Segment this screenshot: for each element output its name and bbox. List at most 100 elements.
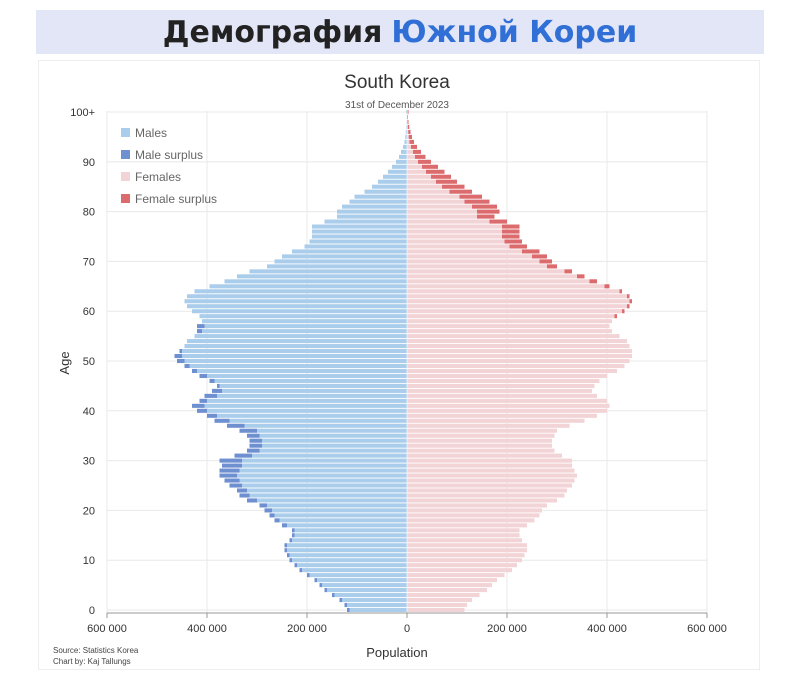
bar-females xyxy=(407,468,575,473)
bar-female-surplus xyxy=(407,119,409,125)
bar-male-surplus xyxy=(239,493,250,498)
bar-males xyxy=(217,393,407,398)
bar-females xyxy=(407,598,472,603)
bar-male-surplus xyxy=(292,528,295,533)
legend-swatch xyxy=(121,172,130,181)
bar-males xyxy=(406,109,407,115)
bar-female-surplus xyxy=(407,114,408,120)
bar-females xyxy=(407,543,527,548)
bar-male-surplus xyxy=(219,473,237,478)
bar-female-surplus xyxy=(422,164,438,169)
bar-female-surplus xyxy=(477,214,495,219)
bar-female-surplus xyxy=(459,194,482,199)
bar-males xyxy=(247,488,407,493)
bar-females xyxy=(407,413,597,418)
bar-male-surplus xyxy=(247,433,260,438)
bar-females xyxy=(407,463,572,468)
y-tick-label: 100+ xyxy=(70,107,95,119)
bar-females xyxy=(407,324,610,329)
bar-males xyxy=(287,543,407,548)
bar-females xyxy=(407,583,492,588)
legend-label: Male surplus xyxy=(135,148,203,162)
bar-males xyxy=(304,244,407,249)
bar-males xyxy=(349,199,407,204)
bar-females xyxy=(407,139,410,144)
bar-females xyxy=(407,607,465,613)
legend-swatch xyxy=(121,194,130,203)
bar-males xyxy=(199,314,407,319)
bar-females xyxy=(407,443,552,448)
bar-females xyxy=(407,578,497,583)
bar-male-surplus xyxy=(289,558,292,563)
bar-females xyxy=(407,508,542,513)
bar-females xyxy=(407,209,477,214)
bar-males xyxy=(392,164,407,169)
bar-males xyxy=(249,493,407,498)
bar-males xyxy=(239,468,407,473)
bar-female-surplus xyxy=(415,154,426,159)
bar-males xyxy=(182,353,407,359)
bar-male-surplus xyxy=(284,543,287,548)
bar-males xyxy=(322,583,407,588)
bar-males xyxy=(302,568,407,573)
bar-female-surplus xyxy=(577,274,585,279)
bar-females xyxy=(407,179,436,184)
bar-male-surplus xyxy=(339,598,342,603)
bar-males xyxy=(219,383,407,388)
bar-female-surplus xyxy=(589,279,597,284)
bar-males xyxy=(202,329,407,334)
bar-females xyxy=(407,134,409,139)
bar-males xyxy=(257,428,407,433)
bar-females xyxy=(407,538,522,543)
bar-males xyxy=(239,478,407,483)
bar-females xyxy=(407,568,512,573)
bar-males xyxy=(334,593,407,598)
bar-females xyxy=(407,199,465,204)
bar-females xyxy=(407,473,577,478)
bar-females xyxy=(407,593,480,598)
bar-females xyxy=(407,423,570,428)
bar-males xyxy=(364,189,407,194)
bar-male-surplus xyxy=(177,358,185,364)
bar-males xyxy=(182,349,407,354)
bar-male-surplus xyxy=(227,423,245,428)
bar-females xyxy=(407,229,502,234)
bar-female-surplus xyxy=(408,129,411,134)
bar-female-surplus xyxy=(614,314,617,319)
bar-males xyxy=(294,528,407,533)
bar-females xyxy=(407,189,450,194)
bar-male-surplus xyxy=(199,398,207,403)
legend-swatch xyxy=(121,150,130,159)
bar-females xyxy=(407,493,565,498)
bar-females xyxy=(407,418,585,423)
bar-males xyxy=(309,573,407,578)
source-note: Source: Statistics Korea Chart by: Kaj T… xyxy=(53,645,138,667)
bar-males xyxy=(237,473,407,478)
bar-male-surplus xyxy=(259,503,267,508)
bar-female-surplus xyxy=(627,304,630,309)
bar-male-surplus xyxy=(282,523,287,528)
bar-male-surplus xyxy=(234,453,252,458)
y-tick-label: 60 xyxy=(83,306,95,318)
bar-male-surplus xyxy=(214,418,230,423)
bar-males xyxy=(309,239,407,244)
bar-males xyxy=(294,533,407,538)
bar-females xyxy=(407,573,505,578)
bar-males xyxy=(184,299,407,304)
bar-males xyxy=(287,523,407,528)
bar-male-surplus xyxy=(212,388,222,393)
bar-females xyxy=(407,329,612,334)
y-axis-label: Age xyxy=(57,351,72,374)
bar-males xyxy=(187,304,407,309)
bar-females xyxy=(407,109,408,115)
bar-females xyxy=(407,458,572,463)
bar-females xyxy=(407,358,630,364)
bar-females xyxy=(407,299,630,304)
bar-male-surplus xyxy=(319,583,322,588)
y-tick-label: 20 xyxy=(83,505,95,517)
bar-male-surplus xyxy=(192,368,197,374)
bar-females xyxy=(407,383,595,388)
bar-males xyxy=(287,548,407,553)
x-axis-label: Population xyxy=(366,645,427,660)
bar-males xyxy=(403,144,407,149)
